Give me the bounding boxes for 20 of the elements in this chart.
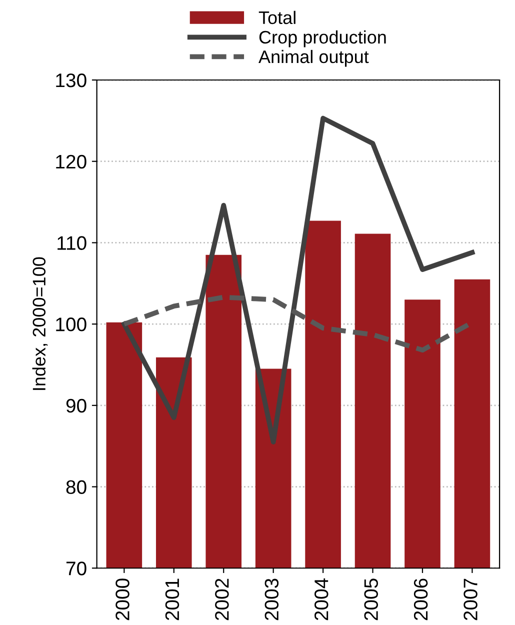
legend-label: Total	[258, 10, 296, 24]
y-tick-label: 130	[56, 73, 86, 88]
y-tick-label: 70	[66, 562, 86, 576]
legend-label: Crop production	[259, 30, 386, 48]
x-tick-label: 2001	[165, 578, 180, 620]
y-tick-label: 120	[56, 154, 86, 169]
y-tick-label: 90	[66, 398, 86, 413]
y-tick-label: 100	[56, 318, 86, 332]
x-tick-label: 2000	[116, 578, 130, 620]
y-axis-title: Index, 2000=100	[32, 257, 48, 390]
y-tick-label: 80	[66, 480, 86, 494]
line-series	[122, 116, 475, 444]
x-tick-label: 2002	[215, 578, 229, 620]
x-tick-label: 2007	[464, 578, 478, 620]
x-tick-label: 2006	[414, 578, 428, 620]
x-tick-label: 2003	[264, 578, 279, 620]
y-tick-label: 110	[58, 236, 86, 250]
legend-label: Animal output	[258, 50, 369, 67]
x-tick-label: 2004	[314, 578, 328, 620]
x-tick-label: 2005	[364, 578, 378, 620]
